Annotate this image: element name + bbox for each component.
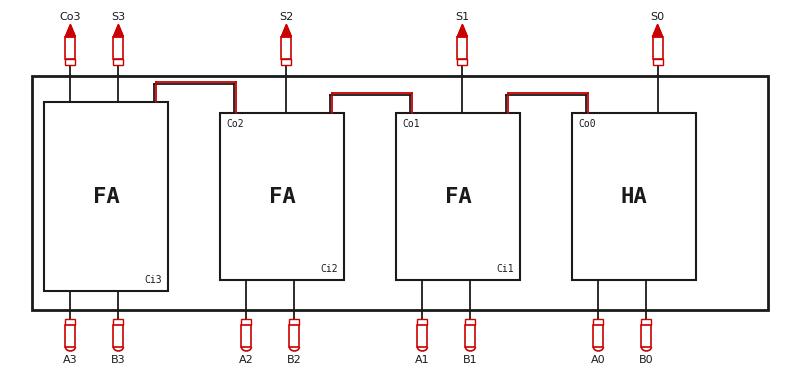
Text: A2: A2 [239,355,254,365]
Bar [114,325,123,347]
Bar [66,325,75,347]
Bar [114,319,123,325]
Bar [114,37,123,59]
Bar [66,59,75,65]
Polygon shape [282,25,291,37]
Bar [114,59,123,65]
Bar [642,319,651,325]
Text: HA: HA [621,187,647,206]
Text: B1: B1 [463,355,478,365]
Bar [44,102,168,291]
Text: A3: A3 [63,355,78,365]
Text: S0: S0 [650,12,665,22]
Bar [32,76,768,310]
Text: FA: FA [93,187,119,206]
Text: A1: A1 [415,355,430,365]
Bar [290,325,299,347]
Text: B0: B0 [639,355,654,365]
Text: Co1: Co1 [402,119,420,129]
Text: Ci1: Ci1 [496,264,514,274]
Text: FA: FA [269,187,295,206]
Polygon shape [653,25,662,37]
Text: S1: S1 [455,12,470,22]
Polygon shape [458,25,467,37]
Bar [642,325,651,347]
Text: FA: FA [445,187,471,206]
Bar [282,59,291,65]
Bar [458,59,467,65]
Bar [572,113,696,280]
Bar [396,113,520,280]
Text: A0: A0 [591,355,606,365]
Bar [418,325,427,347]
Bar [466,325,475,347]
Bar [290,319,299,325]
Bar [594,325,603,347]
Bar [466,319,475,325]
Bar [594,319,603,325]
Bar [220,113,344,280]
Text: Ci3: Ci3 [144,275,162,285]
Bar [282,37,291,59]
Bar [242,325,251,347]
Bar [418,319,427,325]
Bar [653,37,662,59]
Bar [242,319,251,325]
Text: Ci2: Ci2 [320,264,338,274]
Bar [66,37,75,59]
Polygon shape [66,25,75,37]
Text: B3: B3 [111,355,126,365]
Bar [653,59,662,65]
Text: Co0: Co0 [578,119,596,129]
Bar [458,37,467,59]
Polygon shape [114,25,123,37]
Text: S2: S2 [279,12,294,22]
Text: Co2: Co2 [226,119,244,129]
Text: S3: S3 [111,12,126,22]
Bar [66,319,75,325]
Text: B2: B2 [287,355,302,365]
Text: Co3: Co3 [60,12,81,22]
